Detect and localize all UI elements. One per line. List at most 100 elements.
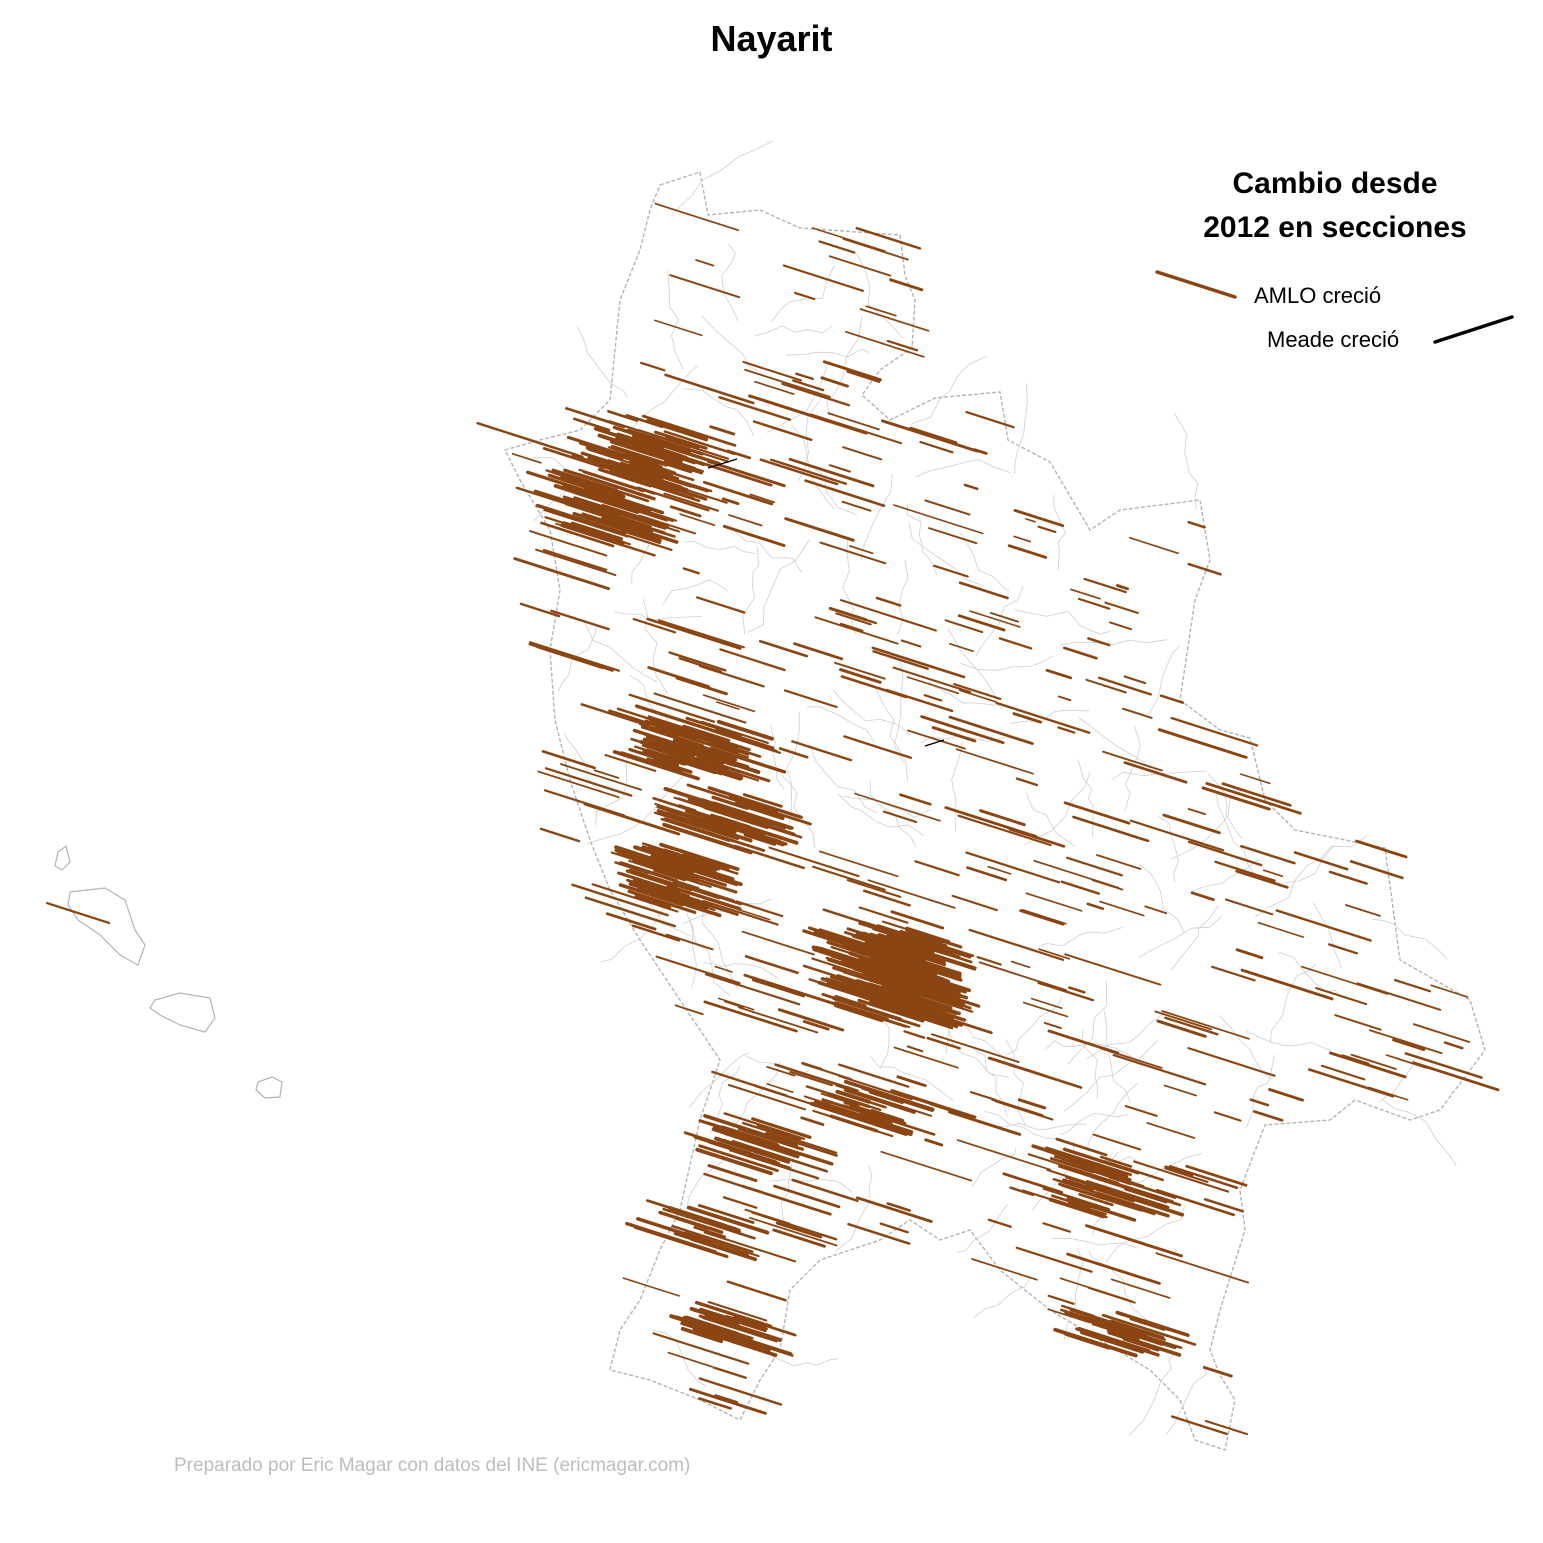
section-arrow [1187,562,1222,576]
section-arrow [902,978,939,992]
section-arrow [1063,801,1131,825]
section-arrow [45,901,111,925]
section-arrow [1328,870,1368,885]
section-arrow [865,305,897,317]
municipal-border [584,622,658,683]
section-arrow [1185,1164,1248,1187]
section-arrow [572,417,611,432]
section-arrow [693,817,737,834]
section-arrow [1042,1187,1111,1211]
section-arrow [645,726,689,743]
section-arrow [1015,777,1039,787]
section-arrow [602,515,654,534]
section-arrow [828,255,892,277]
section-arrow [707,1300,768,1322]
section-arrow [542,447,605,469]
section-arrow [902,955,962,978]
section-arrow [698,1119,780,1148]
section-arrow [1013,535,1032,543]
section-arrow [1060,880,1101,895]
section-arrow [1262,869,1284,878]
municipal-border [1138,915,1223,958]
section-arrow [768,846,860,878]
section-arrow [948,1110,1022,1136]
section-arrow [1086,902,1105,910]
section-arrow [721,497,740,506]
section-arrow [885,688,954,713]
section-arrow [704,973,801,1006]
section-arrow [634,895,672,910]
section-arrow [1045,1146,1133,1177]
section-arrow [1064,1332,1111,1350]
section-arrow-meade [924,739,945,747]
municipal-border [1086,1009,1170,1060]
municipal-border [975,585,1024,656]
section-arrow [893,504,984,535]
section-arrow [920,715,1005,745]
municipal-border [1158,816,1179,883]
section-arrow [957,614,1006,632]
section-arrow [571,883,669,917]
section-arrow [869,932,910,948]
section-arrow [953,683,1002,701]
section-arrow [632,434,692,456]
section-arrow [717,997,755,1011]
section-arrow [528,643,614,672]
section-arrow [812,947,882,973]
section-arrow [1047,1308,1091,1324]
section-arrow [1059,1308,1148,1339]
section-arrow [842,1104,936,1136]
section-arrow [707,786,803,819]
section-arrow [881,984,953,1010]
section-arrow [598,467,680,496]
municipal-border [1077,759,1094,837]
section-arrow [871,941,927,962]
municipal-border [701,315,759,372]
section-arrow [1368,1086,1409,1101]
section-arrow [1394,978,1432,993]
municipal-border [1215,794,1256,877]
municipal-border [1039,927,1123,947]
section-arrow [665,435,700,449]
section-arrow [1051,1194,1091,1209]
section-arrow [862,921,944,950]
section-arrow [832,966,907,993]
municipal-border [709,1065,741,1134]
section-arrow [944,806,1038,838]
section-arrow [703,1231,797,1263]
section-arrow [1164,1165,1194,1177]
section-arrow [754,380,795,395]
section-arrow [653,692,747,724]
section-arrow [679,513,716,527]
section-arrow [868,1000,954,1030]
section-arrow [578,468,656,495]
municipal-border [1245,1054,1275,1129]
section-arrow [811,227,886,252]
municipal-border [835,1165,873,1252]
section-arrow [1430,984,1469,998]
section-arrow [1327,943,1359,955]
section-arrow [1048,1197,1106,1219]
section-arrow [1187,808,1207,816]
municipal-border [686,905,697,989]
section-arrow [787,1011,810,1020]
section-arrow [1205,782,1302,815]
section-arrow [570,521,623,541]
section-arrow [1404,1052,1483,1079]
municipal-border [856,253,904,340]
section-arrow [1203,1198,1245,1213]
section-arrow [540,521,615,548]
section-arrow [829,1114,879,1133]
section-arrow [1019,909,1065,926]
section-arrow [606,520,659,541]
section-arrow [1066,1252,1161,1285]
section-arrow [818,928,913,961]
municipal-border [860,473,893,561]
section-arrow [744,368,831,398]
section-arrow [969,610,1021,628]
section-arrow [714,965,733,973]
section-arrow [732,815,767,829]
municipal-border [667,270,684,370]
section-arrow [731,1139,829,1173]
section-arrow [758,639,809,658]
